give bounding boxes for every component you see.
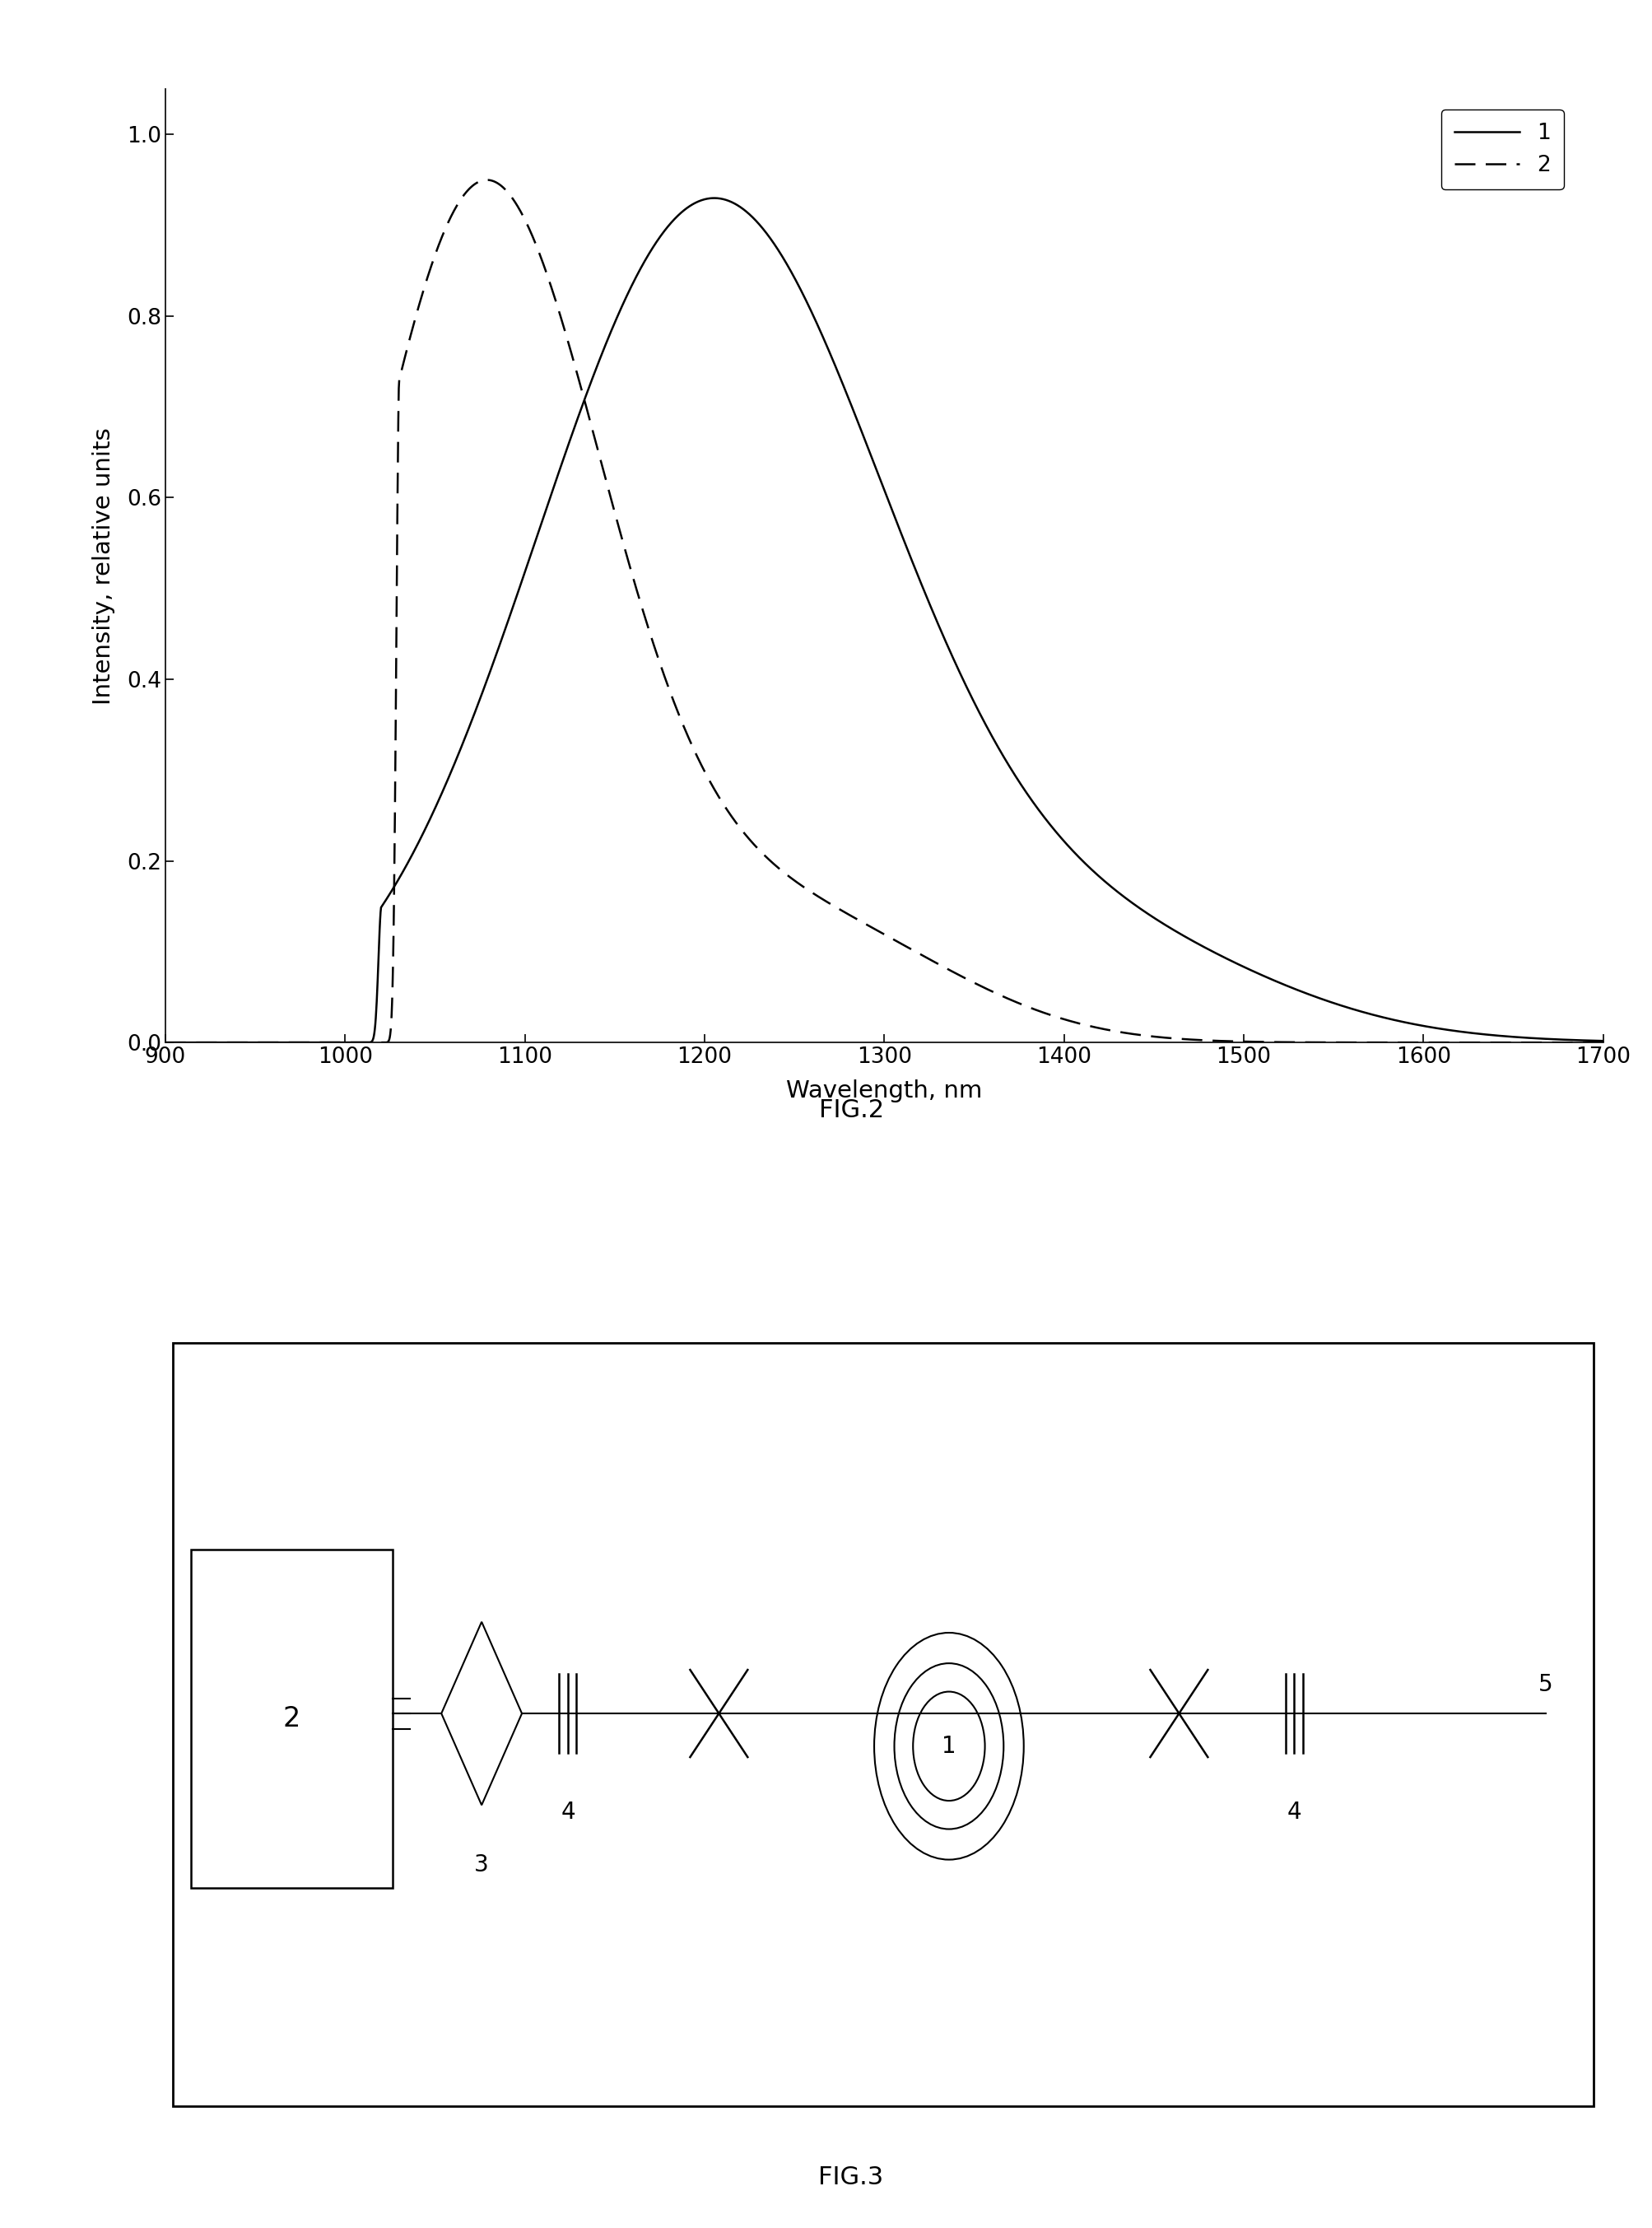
2 <box>155 1029 175 1056</box>
2 <box>1409 1029 1429 1056</box>
Line: 2: 2 <box>165 180 1602 1043</box>
X-axis label: Wavelength, nm: Wavelength, nm <box>786 1078 981 1103</box>
Y-axis label: Intensity, relative units: Intensity, relative units <box>93 428 116 704</box>
1 <box>704 185 724 212</box>
1 <box>1593 1027 1612 1054</box>
2 <box>319 1029 339 1056</box>
1 <box>155 1029 175 1056</box>
Text: 3: 3 <box>474 1854 489 1876</box>
Line: 1: 1 <box>165 198 1602 1043</box>
Text: 2: 2 <box>282 1704 301 1733</box>
Text: FIG.2: FIG.2 <box>818 1098 884 1123</box>
1 <box>319 1029 339 1056</box>
2 <box>770 856 790 882</box>
2 <box>1564 1029 1584 1056</box>
2 <box>477 167 497 194</box>
Legend: 1, 2: 1, 2 <box>1441 109 1563 189</box>
Bar <box>192 1551 392 1887</box>
1 <box>1564 1027 1584 1054</box>
Text: 4: 4 <box>560 1800 575 1825</box>
2 <box>405 307 425 334</box>
2 <box>1593 1029 1612 1056</box>
Polygon shape <box>441 1622 522 1805</box>
Text: 5: 5 <box>1538 1673 1553 1696</box>
Text: 1: 1 <box>942 1736 957 1758</box>
Text: 4: 4 <box>1287 1800 1300 1825</box>
Text: FIG.3: FIG.3 <box>818 2166 884 2190</box>
1 <box>1409 1012 1429 1038</box>
1 <box>770 238 790 265</box>
1 <box>707 185 727 212</box>
1 <box>405 838 425 864</box>
2 <box>707 780 727 807</box>
